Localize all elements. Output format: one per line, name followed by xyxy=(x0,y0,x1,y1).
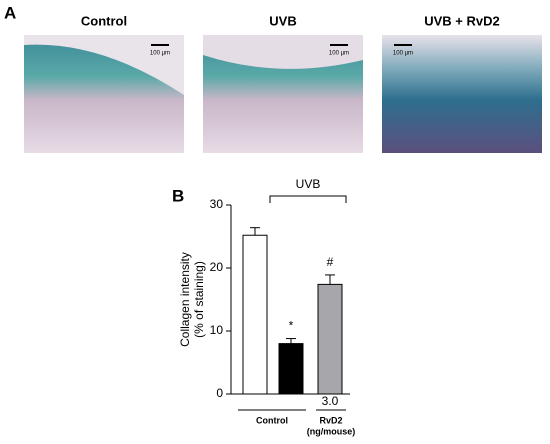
group-label: RvD2 xyxy=(319,415,342,425)
image-background xyxy=(24,35,184,95)
panel-label: A xyxy=(4,3,16,22)
group-label: Control xyxy=(256,415,288,425)
y-axis-label: (% of staining) xyxy=(192,261,206,338)
bar xyxy=(242,234,268,395)
image-title: Control xyxy=(81,13,127,28)
bar xyxy=(317,283,343,395)
scale-bar-label: 100 µm xyxy=(393,51,413,57)
x-tick-label: 3.0 xyxy=(322,394,339,408)
bar xyxy=(278,343,304,395)
y-tick-label: 30 xyxy=(210,197,224,211)
scale-bar-label: 100 µm xyxy=(329,51,349,57)
bracket xyxy=(269,195,347,203)
histology-image xyxy=(382,35,542,153)
bracket-label: UVB xyxy=(296,177,321,191)
significance-mark: * xyxy=(289,319,294,333)
image-title: UVB xyxy=(269,13,296,28)
y-tick-label: 0 xyxy=(216,386,223,400)
panel-label: B xyxy=(172,186,184,205)
group-label: (ng/mouse) xyxy=(307,426,356,436)
y-axis-label: Collagen intensity xyxy=(178,252,192,347)
y-tick-label: 20 xyxy=(210,260,224,274)
image-background xyxy=(203,35,363,69)
scale-bar-label: 100 µm xyxy=(150,51,170,57)
significance-mark: # xyxy=(327,255,334,269)
panel-a-images xyxy=(24,35,542,153)
image-title: UVB + RvD2 xyxy=(424,13,500,28)
y-tick-label: 10 xyxy=(210,323,224,337)
